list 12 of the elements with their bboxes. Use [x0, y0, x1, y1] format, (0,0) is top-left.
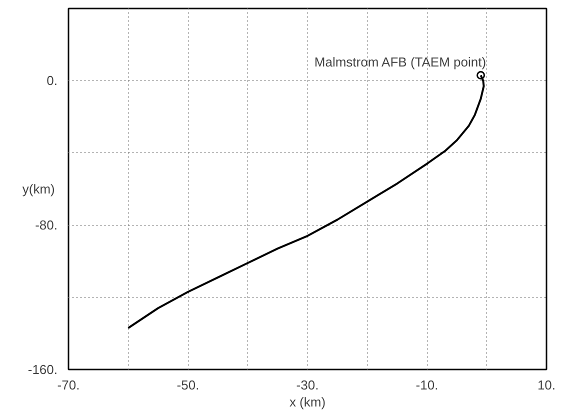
x-tick-label: -10.: [416, 378, 438, 392]
x-axis-title: x (km): [289, 394, 326, 410]
x-tick-label: -50.: [176, 378, 200, 392]
x-tick-label: -70.: [57, 378, 80, 392]
y-axis-title: y(km): [22, 182, 55, 196]
y-tick-label: -160.: [28, 362, 58, 377]
x-tick-label: -30.: [296, 378, 319, 392]
x-tick-label: 10.: [537, 378, 556, 392]
annotation: Malmstrom AFB (TAEM point): [314, 54, 486, 70]
y-tick-label: -80.: [35, 218, 58, 233]
line-series: [127, 74, 485, 329]
y-tick-label: 0.: [46, 73, 58, 88]
